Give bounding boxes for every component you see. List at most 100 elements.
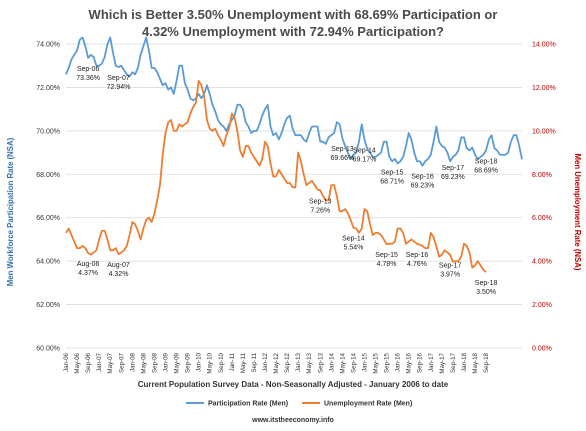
annotation-date: Sep-16 xyxy=(406,252,429,259)
left-tick-label: 64.00% xyxy=(36,259,60,266)
x-tick-label: May-13 xyxy=(306,352,313,373)
left-tick-label: 62.00% xyxy=(36,302,60,309)
x-tick-label: May-06 xyxy=(74,352,81,373)
annotation-value: 68.69% xyxy=(474,167,498,174)
left-tick-label: 60.00% xyxy=(36,346,60,353)
annotation-date: Sep-17 xyxy=(442,165,465,172)
right-tick-label: 12.00% xyxy=(532,85,556,92)
annotation-date: Aug-06 xyxy=(77,261,100,268)
annotation-date: Aug-07 xyxy=(107,262,130,269)
x-tick-label: Jan-13 xyxy=(295,352,302,371)
x-tick-label: Sep-18 xyxy=(483,352,490,373)
gridlines xyxy=(66,43,522,349)
x-tick-label: Jan-08 xyxy=(129,352,136,371)
annotation-date: Sep-14 xyxy=(353,148,376,155)
x-tick-label: Sep-09 xyxy=(185,352,192,373)
legend: Participation Rate (Men) Unemployment Ra… xyxy=(186,401,412,408)
annotation-value: 69.23% xyxy=(441,174,465,181)
x-tick-label: Jan-09 xyxy=(162,352,169,371)
annotation-date: Sep-13 xyxy=(309,198,332,205)
right-tick-label: 10.00% xyxy=(532,128,556,135)
annotation-date: Sep-18 xyxy=(475,280,498,287)
right-tick-label: 4.00% xyxy=(532,259,552,266)
annotation-value: 4.37% xyxy=(78,270,98,277)
right-axis-label: Men Unemployment Rate (NSA) xyxy=(573,154,582,271)
x-tick-label: Jan-10 xyxy=(196,352,203,371)
chart-title-line-2: 4.32% Unemployment with 72.94% Participa… xyxy=(142,24,444,39)
x-tick-label: Jan-15 xyxy=(361,352,368,371)
x-tick-label: Jan-16 xyxy=(395,352,402,371)
right-tick-label: 14.00% xyxy=(532,42,556,49)
x-tick-label: Sep-06 xyxy=(85,352,92,373)
x-tick-label: Sep-15 xyxy=(384,352,391,373)
annotation-value: 72.94% xyxy=(107,84,131,91)
x-tick-label: May-07 xyxy=(107,352,114,373)
annotation-value: 3.50% xyxy=(476,289,496,296)
annotation-value: 73.36% xyxy=(76,75,100,82)
annotation-value: 68.71% xyxy=(380,178,404,185)
x-tick-label: Sep-10 xyxy=(218,352,225,373)
right-tick-label: 8.00% xyxy=(532,172,552,179)
annotation-value: 3.97% xyxy=(440,272,460,279)
x-tick-label: May-11 xyxy=(240,352,247,373)
x-tick-label: Jan-11 xyxy=(229,352,236,371)
annotation-value: 5.54% xyxy=(343,245,363,252)
x-tick-label: May-15 xyxy=(373,352,380,373)
x-tick-label: May-17 xyxy=(439,352,446,373)
right-tick-label: 2.00% xyxy=(532,302,552,309)
x-tick-label: Sep-13 xyxy=(317,352,324,373)
x-tick-label: May-12 xyxy=(273,352,280,373)
right-tick-label: 0.00% xyxy=(532,346,552,353)
series-lines xyxy=(65,36,523,273)
annotation-value: 4.32% xyxy=(109,271,129,278)
left-tick-label: 70.00% xyxy=(36,128,60,135)
x-tick-label: May-16 xyxy=(406,352,413,373)
x-tick-label: Jan-07 xyxy=(96,352,103,371)
annotation-date: Sep-16 xyxy=(411,174,434,181)
right-axis-ticks: 0.00% 2.00% 4.00% 6.00% 8.00% 10.00% 12.00% 14.… xyxy=(532,42,556,353)
unemployment-rate-line xyxy=(65,80,487,273)
annotation-date: Sep-15 xyxy=(381,169,404,176)
left-tick-label: 66.00% xyxy=(36,215,60,222)
right-tick-label: 6.00% xyxy=(532,215,552,222)
annotation-date: Sep-14 xyxy=(342,236,365,243)
annotation-date: Sep-07 xyxy=(107,75,130,82)
annotation-date: Sep-18 xyxy=(475,158,498,165)
x-tick-label: Sep-16 xyxy=(417,352,424,373)
chart-title-line-1: Which is Better 3.50% Unemployment with … xyxy=(89,7,498,22)
annotation-value: 4.76% xyxy=(407,261,427,268)
x-tick-label: Jan-18 xyxy=(461,352,468,371)
x-tick-label: May-09 xyxy=(174,352,181,373)
annotation-date: Sep-15 xyxy=(375,252,398,259)
x-tick-label: May-08 xyxy=(140,352,147,373)
left-tick-label: 74.00% xyxy=(36,42,60,49)
x-tick-label: Sep-14 xyxy=(350,352,357,373)
annotation-value: 4.78% xyxy=(377,261,397,268)
x-tick-label: Jan-12 xyxy=(262,352,269,371)
x-tick-label: Sep-12 xyxy=(284,352,291,373)
x-tick-label: Sep-17 xyxy=(450,352,457,373)
x-tick-label: May-10 xyxy=(207,352,214,373)
annotation-value: 69.23% xyxy=(411,183,435,190)
left-axis-label: Men Workforce Participation Rate (NSA) xyxy=(6,137,15,286)
x-tick-label: Jan-14 xyxy=(328,352,335,371)
annotation-value: 69.17% xyxy=(353,157,377,164)
x-axis-label: Current Population Survey Data - Non-Sea… xyxy=(138,380,449,389)
annotation-date: Sep-06 xyxy=(77,66,100,73)
annotation-value: 7.26% xyxy=(310,207,330,214)
x-tick-label: Jan-17 xyxy=(428,352,435,371)
left-axis-ticks: 60.00% 62.00% 64.00% 66.00% 68.00% 70.00% 72.0… xyxy=(36,42,60,353)
x-tick-label: Sep-11 xyxy=(251,352,258,372)
x-axis-ticks: Jan-06 May-06 Sep-06 Jan-07 May-07 Sep-07 Jan-… xyxy=(63,352,490,373)
x-tick-label: May-14 xyxy=(339,352,346,373)
left-tick-label: 72.00% xyxy=(36,85,60,92)
legend-label-unemployment: Unemployment Rate (Men) xyxy=(324,401,412,408)
annotation-date: Sep-17 xyxy=(439,263,462,270)
source-text: www.itstheeconomy.info xyxy=(251,417,334,424)
x-tick-label: Sep-08 xyxy=(151,352,158,373)
annotation-date: Sep-13 xyxy=(331,146,354,153)
legend-label-participation: Participation Rate (Men) xyxy=(208,401,288,408)
